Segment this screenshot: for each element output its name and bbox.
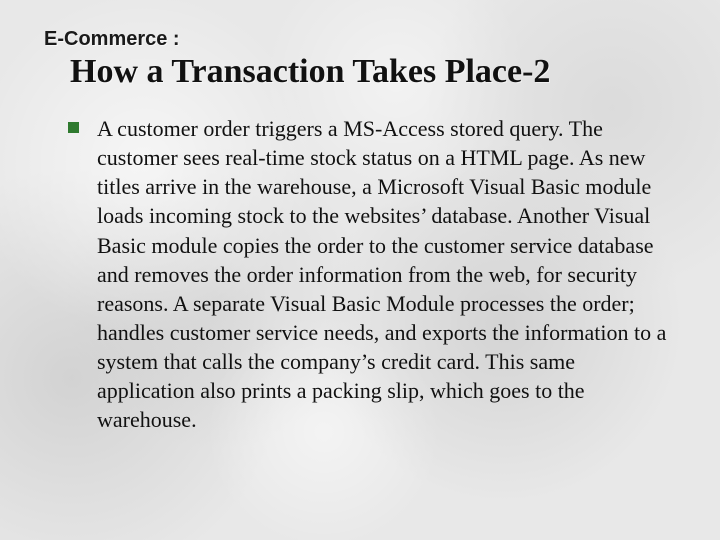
body-paragraph: A customer order triggers a MS-Access st…: [97, 114, 668, 433]
slide-title: How a Transaction Takes Place-2: [70, 53, 676, 90]
slide-kicker: E-Commerce :: [44, 28, 676, 51]
body-row: A customer order triggers a MS-Access st…: [44, 114, 676, 433]
square-bullet-icon: [68, 122, 79, 133]
